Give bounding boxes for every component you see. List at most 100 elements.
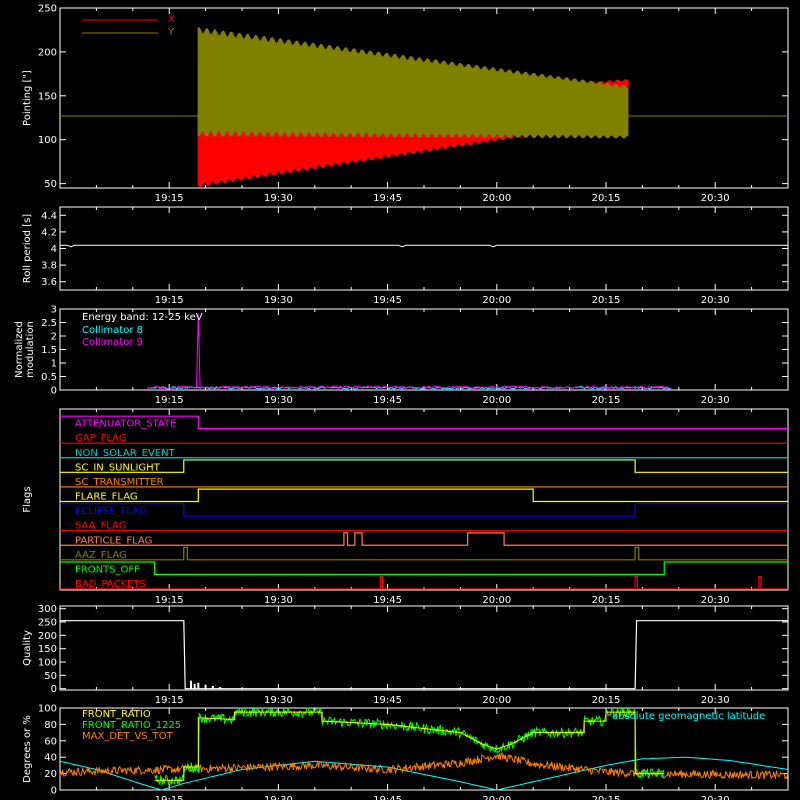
flag-line <box>60 546 788 561</box>
ratio-xtick-label: 19:15 <box>155 795 184 800</box>
quality-xtick-label: 19:30 <box>264 695 293 706</box>
flag-row-non-solar-event: NON_SOLAR_EVENT <box>60 448 788 459</box>
pointing-axes: 19:15 19:30 19:45 20:00 20:15 20:30 50 100 150 20… <box>22 4 789 204</box>
ratio-xtick-label: 20:30 <box>701 795 730 800</box>
roll-xtick-label: 20:00 <box>482 295 511 306</box>
pointing-ytick-label: 100 <box>38 135 57 146</box>
quality-ylabel: Quality <box>22 630 33 666</box>
modulation-axes: 19:15 19:30 19:45 20:00 20:15 20:30 0 0.5 1 1.5 2 2… <box>14 305 789 406</box>
pointing-xtick-label: 20:15 <box>592 193 621 204</box>
flag-label: SC_IN_SUNLIGHT <box>75 462 161 473</box>
roll-xtick-label: 19:30 <box>264 295 293 306</box>
pointing-xtick-label: 20:00 <box>482 193 511 204</box>
modulation-ylabel: Normalized <box>14 321 25 378</box>
flag-label: ATTENUATOR_STATE <box>75 419 176 430</box>
flag-row-gap-flag: GAP_FLAG <box>60 433 788 444</box>
flag-row-bad-packets: BAD_PACKETS <box>60 576 788 590</box>
flag-line <box>60 561 788 576</box>
quality-frame <box>59 605 789 691</box>
flags-frame <box>59 408 789 591</box>
modulation-ytick-label: 2 <box>51 332 57 343</box>
roll-ytick-label: 4.4 <box>41 211 57 222</box>
flags-xtick-label: 19:30 <box>264 595 293 606</box>
ratio-axes: 19:15 19:30 19:45 20:00 20:15 20:30 0 20 40 60 80 1… <box>22 704 789 800</box>
flag-row-sc-in-sunlight: SC_IN_SUNLIGHT <box>60 459 788 473</box>
flag-line <box>60 532 788 546</box>
pointing-legend-label: X <box>168 14 175 25</box>
flag-label: SC_TRANSMITTER <box>75 477 164 488</box>
pointing-xtick-label: 19:30 <box>264 193 293 204</box>
flag-label: NON_SOLAR_EVENT <box>75 448 176 459</box>
flag-row-fronts-off: FRONTS_OFF <box>60 561 788 576</box>
quality-ytick-label: 200 <box>38 631 57 642</box>
flag-row-sc-transmitter: SC_TRANSMITTER <box>60 477 788 488</box>
flag-line <box>60 415 788 430</box>
pointing-series-Y <box>197 27 629 139</box>
roll-ytick-label: 3.8 <box>41 261 57 272</box>
ratio-ytick-label: 0 <box>51 786 57 797</box>
flag-label: GAP_FLAG <box>75 433 127 444</box>
quality-xtick-label: 20:30 <box>701 695 730 706</box>
modulation-ytick-label: 1.5 <box>41 345 57 356</box>
modulation-xtick-label: 20:30 <box>701 395 730 406</box>
flag-line <box>60 459 788 473</box>
flags-xtick-label: 19:45 <box>373 595 402 606</box>
quality-xtick-label: 19:45 <box>373 695 402 706</box>
ratio-xtick-label: 19:45 <box>373 795 402 800</box>
flag-line <box>60 488 788 503</box>
flags-xtick-label: 19:15 <box>155 595 184 606</box>
roll-ytick-label: 4 <box>51 244 57 255</box>
roll-axes: 19:15 19:30 19:45 20:00 20:15 20:30 3.6 3.8 4 4.2… <box>22 206 789 306</box>
flag-row-eclipse-flag: ECLIPSE_FLAG <box>60 503 788 517</box>
ratio-legend-label: MAX_DET_VS_TOT <box>82 731 174 742</box>
modulation-legend-label: Collimator 8 <box>82 325 143 336</box>
quality-ytick-label: 300 <box>38 604 57 615</box>
roll-ytick-label: 4.2 <box>41 227 57 238</box>
flag-label: PARTICLE_FLAG <box>75 535 152 546</box>
modulation-ytick-label: 1 <box>51 359 57 370</box>
roll-xtick-label: 20:30 <box>701 295 730 306</box>
quality-xtick-label: 19:15 <box>155 695 184 706</box>
modulation-series-collimator-9 <box>147 314 672 390</box>
quality-xtick-label: 20:00 <box>482 695 511 706</box>
modulation-ylabel: modulation <box>25 321 36 378</box>
flags-ylabel: Flags <box>22 486 33 512</box>
modulation-xtick-label: 19:15 <box>155 395 184 406</box>
flag-line <box>60 576 788 590</box>
flag-row-flare-flag: FLARE_FLAG <box>60 488 788 503</box>
flag-line <box>60 503 788 517</box>
quality-ytick-label: 250 <box>38 618 57 629</box>
ratio-ytick-label: 20 <box>44 769 57 780</box>
ratio-series-max_det_vs_tot <box>59 751 789 780</box>
ratio-legend-label: FRONT_RATIO_1225 <box>82 720 181 731</box>
modulation-ytick-label: 3 <box>51 305 57 316</box>
ratio-ytick-label: 80 <box>44 720 57 731</box>
pointing-ytick-label: 200 <box>38 47 57 58</box>
modulation-legend-label: Collimator 9 <box>82 337 143 348</box>
flag-label: AAZ_FLAG <box>75 550 127 561</box>
modulation-annotation: Energy band: 12-25 keV <box>82 312 203 323</box>
modulation-xtick-label: 19:30 <box>264 395 293 406</box>
roll-ytick-label: 3.6 <box>41 277 57 288</box>
flag-row-aaz-flag: AAZ_FLAG <box>60 546 788 561</box>
ratio-legend: FRONT_RATIOFRONT_RATIO_1225MAX_DET_VS_TO… <box>82 709 765 742</box>
ratio-series-absolute-geomagnetic-latitude <box>59 756 789 791</box>
modulation-legend: Energy band: 12-25 keV Collimator 8Collim… <box>82 312 203 348</box>
quality-series <box>60 620 788 690</box>
modulation-ytick-label: 0.5 <box>41 372 57 383</box>
flag-label: ECLIPSE_FLAG <box>75 506 146 517</box>
ratio-xtick-label: 19:30 <box>264 795 293 800</box>
pointing-ytick-label: 250 <box>38 4 57 15</box>
ratio-ytick-label: 100 <box>38 704 57 715</box>
flag-label: FRONTS_OFF <box>75 564 140 575</box>
quality-axes: 19:15 19:30 19:45 20:00 20:15 20:30 0 50 100 150 2… <box>22 604 789 706</box>
pointing-plot <box>60 27 788 187</box>
roll-xtick-label: 19:15 <box>155 295 184 306</box>
pointing-ylabel: Pointing ["] <box>22 70 33 126</box>
quality-ytick-label: 100 <box>38 658 57 669</box>
pointing-xtick-label: 19:15 <box>155 193 184 204</box>
modulation-ytick-label: 2.5 <box>41 318 57 329</box>
modulation-ytick-label: 0 <box>51 386 57 397</box>
quality-ytick-label: 150 <box>38 644 57 655</box>
roll-xtick-label: 19:45 <box>373 295 402 306</box>
